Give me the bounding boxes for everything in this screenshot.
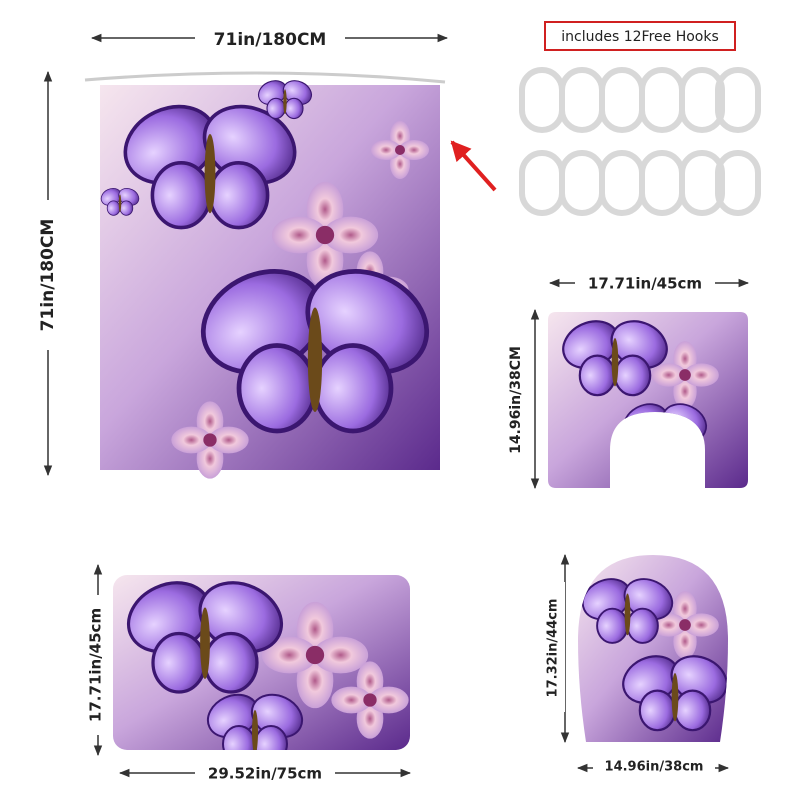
shower-curtain: [84, 71, 446, 479]
dimension-label: 71in/180CM: [214, 30, 327, 50]
dimension-label: 29.52in/75cm: [208, 765, 322, 783]
label-bg: [195, 28, 345, 50]
label-bg: [195, 762, 335, 784]
lid-cover: [578, 555, 728, 742]
dimension-label: 14.96in/38CM: [508, 346, 524, 454]
dimension-label: 17.71in/45cm: [87, 608, 105, 722]
hooks-label: includes 12Free Hooks: [561, 29, 719, 45]
label-bg: [505, 330, 527, 470]
dimension-label: 17.71in/45cm: [588, 275, 702, 293]
pointer-arrow: [450, 140, 497, 192]
label-bg: [84, 595, 110, 735]
label-bg: [541, 582, 565, 712]
contour-mat: [548, 312, 748, 488]
label-bg: [575, 272, 715, 294]
dimension-label: 71in/180CM: [38, 219, 58, 332]
label-bg: [593, 757, 715, 779]
label-bg: [36, 200, 60, 350]
dimension-label: 14.96in/38cm: [605, 760, 704, 775]
hooks: [519, 67, 761, 216]
bath-mat: [113, 575, 410, 750]
dimension-label: 17.32in/44cm: [546, 599, 561, 698]
hooks-box: [544, 21, 736, 51]
